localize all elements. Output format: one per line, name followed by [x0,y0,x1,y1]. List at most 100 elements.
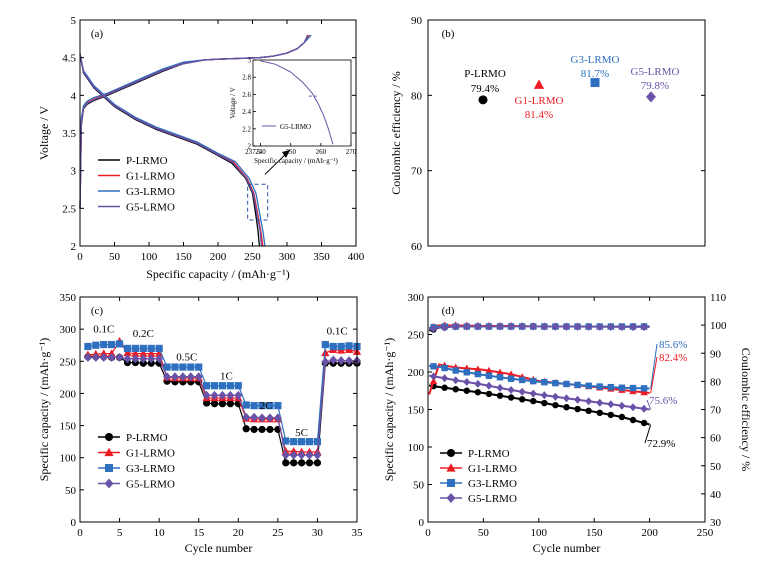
capacity-point-P-LRMO [474,389,482,396]
x-tick-label: 250 [697,527,714,539]
x-axis-label: Specific capacity / (mAh·g⁻¹) [146,267,290,281]
zoom-arrow-head [282,150,290,158]
legend-marker [447,479,455,487]
capacity-point-P-LRMO [530,397,537,405]
capacity-point-G1-LRMO [507,370,515,378]
point-G1-LRMO [533,79,545,89]
rate-point-G5-LRMO [139,354,148,364]
y-tick-label: 150 [60,421,77,433]
rate-point-G5-LRMO [115,352,124,362]
inset-y-tick-label: 2.2 [242,125,251,133]
x-tick-label: 100 [141,251,158,263]
y2-tick-label: 100 [710,320,727,332]
efficiency-point-G5-LRMO [474,322,482,331]
y-axis-label: Voltage / V [37,106,51,161]
end-label: 75.6% [649,395,677,407]
panel-b: P-LRMO 79.4% G1-LRMO 81.4% G3-LRMO 81.7% G5-LR… [389,15,706,253]
capacity-point-G3-LRMO [552,379,559,387]
capacity-point-G3-LRMO [640,385,648,392]
x-tick-label: 50 [109,251,121,263]
legend-marker [446,493,456,503]
efficiency-point-G5-LRMO [540,322,548,331]
rate-point-G3-LRMO [100,340,108,349]
legend-marker [447,449,455,457]
x-tick-label: 150 [586,527,603,539]
efficiency-point-G5-LRMO [507,322,515,331]
capacity-point-G1-LRMO [474,365,482,373]
rate-point-G5-LRMO [107,352,116,362]
efficiency-point-G5-LRMO [452,322,460,331]
y2-tick-label: 30 [710,517,722,529]
rate-point-G3-LRMO [305,438,314,446]
rate-label: 0.2C [133,328,154,340]
rate-point-P-LRMO [242,425,250,433]
capacity-point-P-LRMO [640,419,648,427]
rate-point-G5-LRMO [202,390,211,400]
y-tick-label: 150 [408,405,425,417]
capacity-point-P-LRMO [552,401,559,409]
rate-point-G3-LRMO [84,342,92,351]
capacity-point-G5-LRMO [618,401,626,410]
rate-point-G5-LRMO [186,372,195,382]
rate-point-G1-LRMO [321,348,330,357]
x-tick-label: 100 [531,527,548,539]
efficiency-point-G5-LRMO [574,322,582,331]
rate-point-G5-LRMO [345,356,354,366]
rate-point-G3-LRMO [345,342,353,350]
capacity-point-G3-LRMO [596,383,603,390]
x-tick-label: 400 [348,251,365,263]
legend-label: G1-LRMO [126,171,175,183]
rate-label: 0.5C [176,352,197,364]
efficiency-point-G5-LRMO [485,322,493,331]
y2-tick-label: 90 [710,348,722,360]
point-name-label: P-LRMO [464,68,506,80]
y2-tick-label: 50 [710,461,722,473]
capacity-point-G5-LRMO [629,403,637,412]
rate-point-P-LRMO [218,400,227,408]
capacity-point-P-LRMO [518,396,526,403]
rate-point-P-LRMO [258,425,266,434]
curve-discharge-P-LRMO [79,53,261,247]
curve-discharge-G5-LRMO [79,53,263,247]
capacity-point-P-LRMO [607,411,615,419]
end-label-arrow [650,343,658,389]
rate-point-G3-LRMO [313,438,322,446]
capacity-point-G3-LRMO [496,374,504,381]
x-tick-label: 0 [77,251,83,263]
rate-point-G3-LRMO [290,438,298,446]
point-value-label: 79.4% [471,83,499,95]
panel-label: (a) [91,28,104,40]
rate-point-G3-LRMO [234,382,242,390]
capacity-point-G5-LRMO [585,397,593,406]
rate-point-G1-LRMO [123,348,132,357]
rate-point-G3-LRMO [258,402,266,410]
rate-point-G3-LRMO [274,402,282,410]
rate-point-G5-LRMO [123,354,132,364]
capacity-point-G5-LRMO [574,395,582,404]
capacity-point-G5-LRMO [485,381,493,390]
y-tick-label: 4 [71,90,77,102]
zoom-box [247,183,269,221]
rate-point-G5-LRMO [194,372,203,382]
panel-d: 0 50 100 150 200 250 0 50 100 150 200 250 300 30 40 50 6… [382,292,753,555]
y-tick-label: 50 [413,480,425,492]
x-tick-label: 50 [478,527,490,539]
point-value-label: 81.4% [525,109,553,121]
rate-point-G3-LRMO [179,363,187,371]
rate-point-G1-LRMO [155,349,164,357]
efficiency-point-G5-LRMO [551,322,559,331]
rate-point-G3-LRMO [329,342,337,351]
capacity-point-G3-LRMO [563,380,570,388]
efficiency-point-G5-LRMO [596,322,604,331]
capacity-point-G3-LRMO [618,384,626,391]
capacity-point-G5-LRMO [562,394,571,403]
end-label-arrow [644,424,652,444]
x-axis-label: Cycle number [533,541,601,555]
y-tick-label: 3.5 [62,128,76,140]
capacity-point-P-LRMO [496,392,504,399]
rate-point-P-LRMO [203,399,211,407]
capacity-point-P-LRMO [507,394,515,401]
end-label-arrow [646,399,652,410]
capacity-point-G3-LRMO [585,382,592,389]
legend-marker [105,464,113,472]
